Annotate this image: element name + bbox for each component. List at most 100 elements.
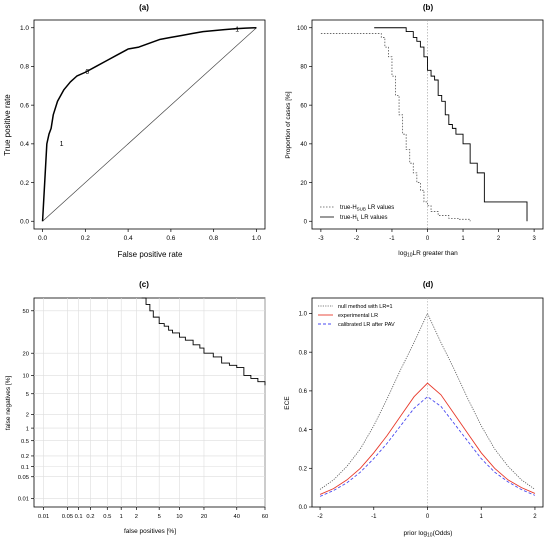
x-tick-label: 0.8 xyxy=(209,235,218,242)
legend-calibrated-label: calibrated LR after PAV xyxy=(338,322,395,328)
x-tick-label: 1.0 xyxy=(252,235,261,242)
panel-a-roc: (a) 0.0 0.2 0.4 0.6 0.8 1.0 0.0 0.2 0.4 0.6 0.8 1.0… xyxy=(3,3,266,259)
x-tick-label: 2 xyxy=(135,514,138,520)
y-tick-label: 0.2 xyxy=(20,180,29,187)
calibrated-lr-curve xyxy=(319,396,536,497)
panel-b-plot-area: -3 -2 -1 0 1 2 3 0 20 40 60 80 100 xyxy=(297,20,536,242)
panel-c-ylabel: false negatives [%] xyxy=(5,376,12,431)
x-tick-label: 1 xyxy=(461,236,465,242)
x-tick-label: 40 xyxy=(234,514,240,520)
x-tick-label: 0 xyxy=(426,236,430,242)
x-tick-label: 1 xyxy=(120,514,123,520)
panel-d-ece: (d) -2 -1 0 1 2 0.0 0.2 0.4 0.6 0.8 1.0 prior log1… xyxy=(284,280,544,539)
x-tick-label: 0.4 xyxy=(124,235,133,242)
y-tick-label: 0 xyxy=(304,219,308,225)
panel-a-label: (a) xyxy=(139,3,149,12)
y-tick-label: 1.0 xyxy=(20,25,29,32)
y-tick-label: 1 xyxy=(26,426,29,432)
y-tick-label: 1.0 xyxy=(299,312,308,318)
x-tick-label: 0.1 xyxy=(75,514,83,520)
y-tick-label: 0.8 xyxy=(299,350,308,356)
legend-null-label: null method with LR=1 xyxy=(338,304,393,310)
panel-b-xlabel: log10LR greater than xyxy=(398,250,458,259)
x-tick-label: -1 xyxy=(371,514,377,520)
x-tick-label: 3 xyxy=(532,236,536,242)
panel-a-frame xyxy=(33,19,266,230)
y-tick-label: 0.4 xyxy=(299,428,308,434)
panel-c-plot-area: 0.01 0.05 0.1 0.2 0.5 1 2 5 10 20 40 600.010.050.10… xyxy=(18,297,268,520)
panel-d-xlabel: prior log10(Odds) xyxy=(404,530,453,539)
y-tick-label: 5 xyxy=(26,392,29,398)
roc-threshold-label: 1 xyxy=(60,141,64,148)
x-tick-label: 0.0 xyxy=(38,235,47,242)
panel-c-xlabel: false positives [%] xyxy=(124,528,176,535)
panel-c-det: (c) 0.01 0.05 0.1 0.2 0.5 1 2 5 10 20 40 600.010.05… xyxy=(5,280,268,535)
y-tick-label: 0.2 xyxy=(299,466,308,472)
roc-curve xyxy=(41,26,257,222)
y-tick-label: 2 xyxy=(26,413,29,419)
y-tick-label: 100 xyxy=(297,26,308,32)
panel-d-label: (d) xyxy=(423,280,434,289)
x-tick-label: -3 xyxy=(318,236,324,242)
y-tick-label: 0.05 xyxy=(18,475,29,481)
y-tick-label: 20 xyxy=(23,351,29,357)
x-tick-label: 0.5 xyxy=(103,514,111,520)
legend-hl-label: true-HL LR values xyxy=(340,215,388,222)
panel-b-legend: true-HSUB LR values true-HL LR values xyxy=(315,199,417,223)
panel-d-legend: null method with LR=1 experimental LR ca… xyxy=(318,304,395,328)
y-tick-label: 0.1 xyxy=(21,465,29,471)
x-tick-label: 0 xyxy=(426,514,430,520)
det-curve xyxy=(141,297,266,386)
hsub-curve xyxy=(320,33,471,222)
x-tick-label: 0.01 xyxy=(38,514,49,520)
y-tick-label: 10 xyxy=(23,374,29,380)
x-tick-label: 1 xyxy=(480,514,484,520)
panel-a-plot-area: 0.0 0.2 0.4 0.6 0.8 1.0 0.0 0.2 0.4 0.6 0.8 1.0 1 0 -1 xyxy=(20,25,261,242)
y-tick-label: 0.01 xyxy=(18,497,29,503)
panel-b-proportion: (b) -3 -2 -1 0 1 2 3 0 20 40 60 80 100 log10LR great… xyxy=(285,3,544,259)
x-tick-label: 0.2 xyxy=(86,514,94,520)
y-tick-label: 40 xyxy=(300,142,307,148)
hl-curve xyxy=(374,27,528,222)
roc-threshold-label: -1 xyxy=(233,27,239,34)
panel-d-ylabel: ECE xyxy=(284,396,291,410)
y-tick-label: 0.5 xyxy=(21,439,29,445)
y-tick-label: 0.4 xyxy=(20,141,29,148)
x-tick-label: 0.6 xyxy=(166,235,175,242)
y-tick-label: 0.2 xyxy=(21,454,29,460)
diagonal-reference-line xyxy=(42,27,257,222)
x-tick-label: 60 xyxy=(262,514,268,520)
panel-c-label: (c) xyxy=(139,280,149,289)
y-tick-label: 80 xyxy=(300,65,307,71)
y-tick-label: 0.8 xyxy=(20,64,29,71)
x-tick-label: 10 xyxy=(176,514,182,520)
x-tick-label: 0.2 xyxy=(81,235,90,242)
panel-b-label: (b) xyxy=(423,3,434,12)
x-tick-label: 5 xyxy=(158,514,161,520)
panel-c-frame xyxy=(33,297,266,508)
y-tick-label: 0.0 xyxy=(20,218,29,225)
y-tick-label: 20 xyxy=(300,181,307,187)
roc-threshold-label: 0 xyxy=(85,69,89,76)
legend-hsub-label: true-HSUB LR values xyxy=(340,205,394,212)
panel-b-ylabel: Proportion of cases [%] xyxy=(285,91,292,158)
x-tick-label: -2 xyxy=(317,514,323,520)
null-method-curve xyxy=(319,312,536,490)
y-tick-label: 0.6 xyxy=(20,102,29,109)
x-tick-label: -1 xyxy=(389,236,395,242)
x-tick-label: 0.05 xyxy=(62,514,73,520)
x-tick-label: -2 xyxy=(354,236,360,242)
y-tick-label: 50 xyxy=(23,309,29,315)
panel-a-ylabel: True positive rate xyxy=(3,94,12,156)
y-tick-label: 0.6 xyxy=(299,389,308,395)
panel-d-plot-area: -2 -1 0 1 2 0.0 0.2 0.4 0.6 0.8 1.0 xyxy=(299,298,537,520)
legend-experimental-label: experimental LR xyxy=(338,313,378,319)
y-tick-label: 60 xyxy=(300,103,307,109)
experimental-lr-curve xyxy=(319,382,536,495)
x-tick-label: 2 xyxy=(497,236,501,242)
x-tick-label: 2 xyxy=(533,514,537,520)
panel-a-xlabel: False positive rate xyxy=(118,250,183,259)
y-tick-label: 0.0 xyxy=(299,505,308,511)
x-tick-label: 20 xyxy=(201,514,207,520)
